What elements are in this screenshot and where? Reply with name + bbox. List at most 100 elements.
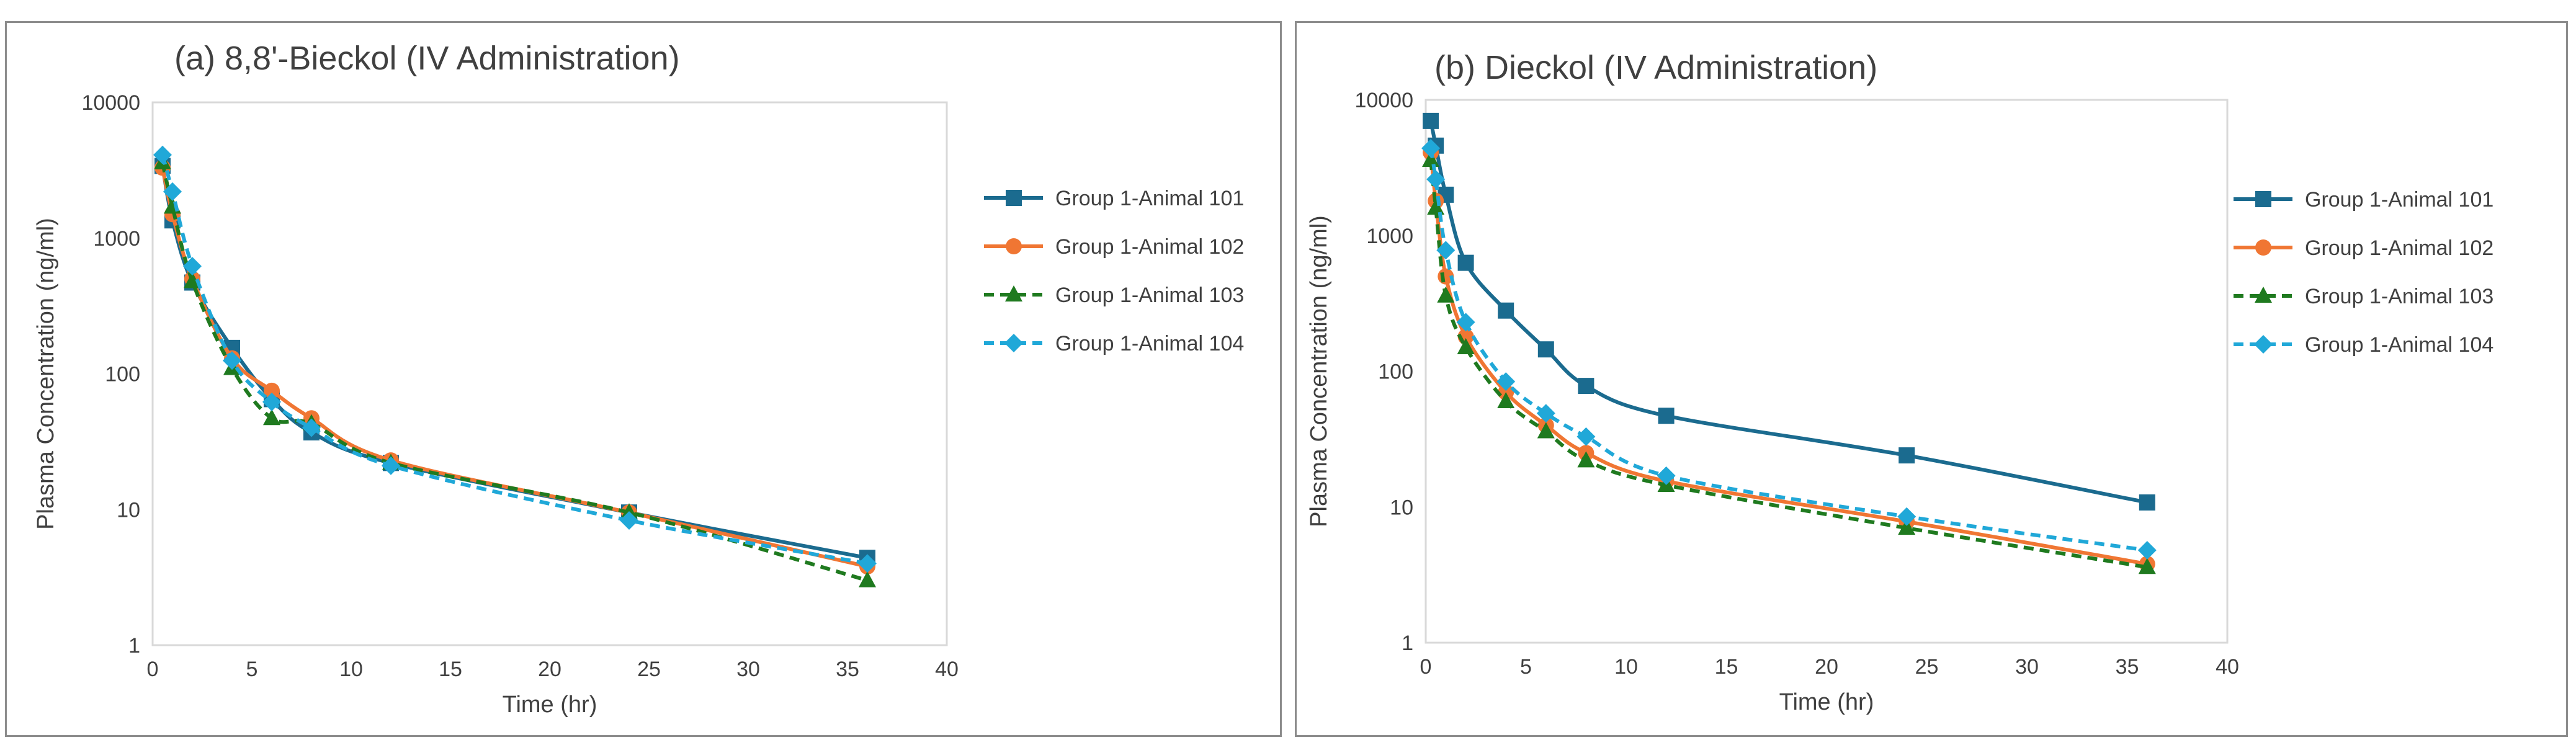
y-tick-label: 10 xyxy=(1390,496,1413,519)
x-axis-label: Time (hr) xyxy=(1779,689,1874,715)
data-point xyxy=(1426,169,1446,189)
data-point xyxy=(1457,254,1474,271)
data-point xyxy=(223,351,241,370)
data-point xyxy=(263,409,280,426)
y-axis-label: Plasma Concentration (ng/ml) xyxy=(33,218,59,530)
data-point xyxy=(163,182,182,201)
series-group-1-animal-104 xyxy=(1421,138,2157,560)
legend-marker xyxy=(1005,285,1022,301)
legend-label: Group 1-Animal 103 xyxy=(2305,285,2493,308)
data-point xyxy=(302,418,321,437)
data-point xyxy=(1437,286,1455,303)
x-tick-label: 40 xyxy=(935,658,959,681)
series-line xyxy=(161,167,868,569)
legend-label: Group 1-Animal 101 xyxy=(1055,187,1244,210)
x-tick-label: 20 xyxy=(538,658,561,681)
legend-label: Group 1-Animal 104 xyxy=(1055,332,1244,355)
data-point xyxy=(262,392,281,411)
data-point xyxy=(184,272,201,288)
series-group-1-animal-101 xyxy=(1423,112,2155,511)
data-point xyxy=(2139,494,2155,511)
series-line xyxy=(1429,120,2148,504)
data-point xyxy=(153,145,172,164)
x-tick-label: 15 xyxy=(1715,655,1738,679)
plot-area xyxy=(151,101,948,646)
y-tick-label: 10000 xyxy=(81,91,140,115)
data-point xyxy=(1657,466,1676,485)
data-point xyxy=(1423,112,1439,129)
y-tick-label: 10 xyxy=(117,498,140,522)
data-point xyxy=(1457,337,1475,354)
data-point xyxy=(2138,558,2156,574)
x-tick-label: 30 xyxy=(736,658,760,681)
data-point xyxy=(1422,151,1440,167)
data-point xyxy=(1496,372,1516,391)
data-point xyxy=(1427,199,1445,215)
chart-title: (a) 8,8'-Bieckol (IV Administration) xyxy=(174,40,680,77)
legend-marker xyxy=(1006,238,1022,254)
data-point xyxy=(1577,451,1595,468)
data-point xyxy=(1436,241,1456,260)
chart-title: (b) Dieckol (IV Administration) xyxy=(1434,49,1877,86)
x-tick-label: 30 xyxy=(2015,655,2039,679)
data-point xyxy=(264,382,280,399)
series-group-1-animal-104 xyxy=(153,145,877,573)
series-group-1-animal-101 xyxy=(154,158,875,566)
data-point xyxy=(1456,313,1475,332)
data-point xyxy=(1537,422,1555,439)
chart-panel-a: (a) 8,8'-Bieckol (IV Administration) 1 10 1… xyxy=(5,21,1282,737)
legend-marker xyxy=(1004,334,1023,352)
x-tick-label: 15 xyxy=(439,658,462,681)
series-group-1-animal-103 xyxy=(154,153,876,587)
data-point xyxy=(183,257,202,276)
data-point xyxy=(1536,404,1555,423)
data-point xyxy=(1898,519,1916,535)
data-point xyxy=(1576,427,1596,446)
x-tick-label: 5 xyxy=(246,658,258,681)
x-tick-label: 35 xyxy=(2116,655,2139,679)
data-point xyxy=(1498,302,1514,319)
x-tick-label: 40 xyxy=(2216,655,2239,679)
data-point xyxy=(1897,507,1916,526)
y-axis-label: Plasma Concentration (ng/ml) xyxy=(1306,215,1332,527)
x-tick-label: 0 xyxy=(1420,655,1432,679)
x-tick-label: 25 xyxy=(1915,655,1939,679)
x-tick-label: 10 xyxy=(339,658,363,681)
series-line xyxy=(161,154,868,566)
x-tick-label: 35 xyxy=(836,658,859,681)
series-group-1-animal-102 xyxy=(154,159,875,575)
legend-marker xyxy=(2255,287,2272,303)
x-axis-label: Time (hr) xyxy=(503,692,597,718)
legend-label: Group 1-Animal 102 xyxy=(2305,236,2493,260)
legend: Group 1-Animal 101 Group 1-Animal 102 Grou… xyxy=(2234,188,2493,357)
y-tick-label: 1 xyxy=(1402,632,1413,655)
series-line xyxy=(1429,159,2148,569)
x-tick-label: 0 xyxy=(147,658,159,681)
series-group-1-animal-103 xyxy=(1422,151,2156,574)
data-point xyxy=(382,456,400,475)
legend-label: Group 1-Animal 101 xyxy=(2305,188,2493,212)
chart-svg-1: (b) Dieckol (IV Administration) 1 10 100 100… xyxy=(1306,49,2493,715)
x-tick-label: 5 xyxy=(1520,655,1532,679)
legend-label: Group 1-Animal 103 xyxy=(1055,283,1244,307)
legend-marker xyxy=(2254,335,2273,354)
data-point xyxy=(859,571,876,587)
x-tick-label: 25 xyxy=(637,658,661,681)
data-point xyxy=(1537,341,1554,358)
legend-label: Group 1-Animal 104 xyxy=(2305,333,2493,357)
legend: Group 1-Animal 101 Group 1-Animal 102 Grou… xyxy=(984,187,1244,355)
y-tick-label: 1000 xyxy=(93,227,140,251)
data-point xyxy=(1421,138,1441,158)
data-point xyxy=(620,511,638,530)
chart-panel-b: (b) Dieckol (IV Administration) 1 10 100 100… xyxy=(1295,21,2568,737)
data-point xyxy=(1898,447,1915,464)
data-point xyxy=(1658,408,1675,424)
legend-label: Group 1-Animal 102 xyxy=(1055,235,1244,259)
y-tick-label: 1 xyxy=(128,634,140,658)
y-tick-label: 100 xyxy=(1378,360,1413,384)
series-line xyxy=(1429,152,2148,566)
data-point xyxy=(1497,392,1515,409)
y-tick-label: 10000 xyxy=(1354,89,1413,112)
y-tick-label: 100 xyxy=(105,363,140,386)
data-point xyxy=(858,554,877,573)
